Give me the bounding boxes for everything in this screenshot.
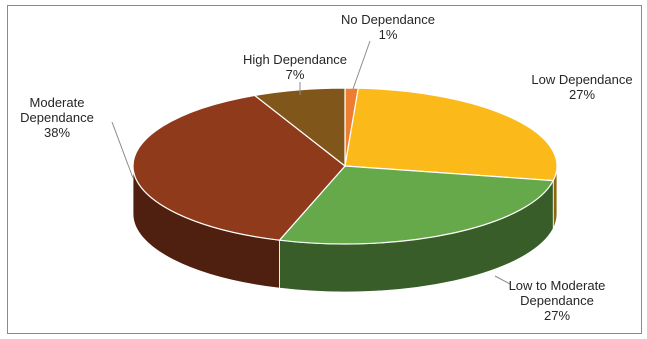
data-label-value: 1% [379, 27, 398, 42]
leader-line [494, 275, 511, 285]
data-label-value: 38% [44, 125, 70, 140]
data-label-value: 27% [569, 87, 595, 102]
data-label-category: Low to Moderate [509, 278, 606, 293]
leader-line [352, 40, 371, 90]
data-label-category: Low Dependance [531, 72, 632, 87]
data-label-category: High Dependance [243, 52, 347, 67]
data-label-category: Dependance [20, 110, 94, 125]
leader-line [111, 121, 134, 179]
pie-slice [253, 87, 346, 168]
pie-slice [278, 165, 555, 245]
pie-slice [344, 87, 558, 182]
data-label-value: 27% [544, 308, 570, 323]
data-label-value: 7% [286, 67, 305, 82]
pie-slices [132, 87, 558, 245]
data-label-category: No Dependance [341, 12, 435, 27]
pie-slice [132, 94, 346, 241]
pie-side-walls [132, 165, 558, 293]
data-label-category: Dependance [520, 293, 594, 308]
data-label-category: Moderate [30, 95, 85, 110]
